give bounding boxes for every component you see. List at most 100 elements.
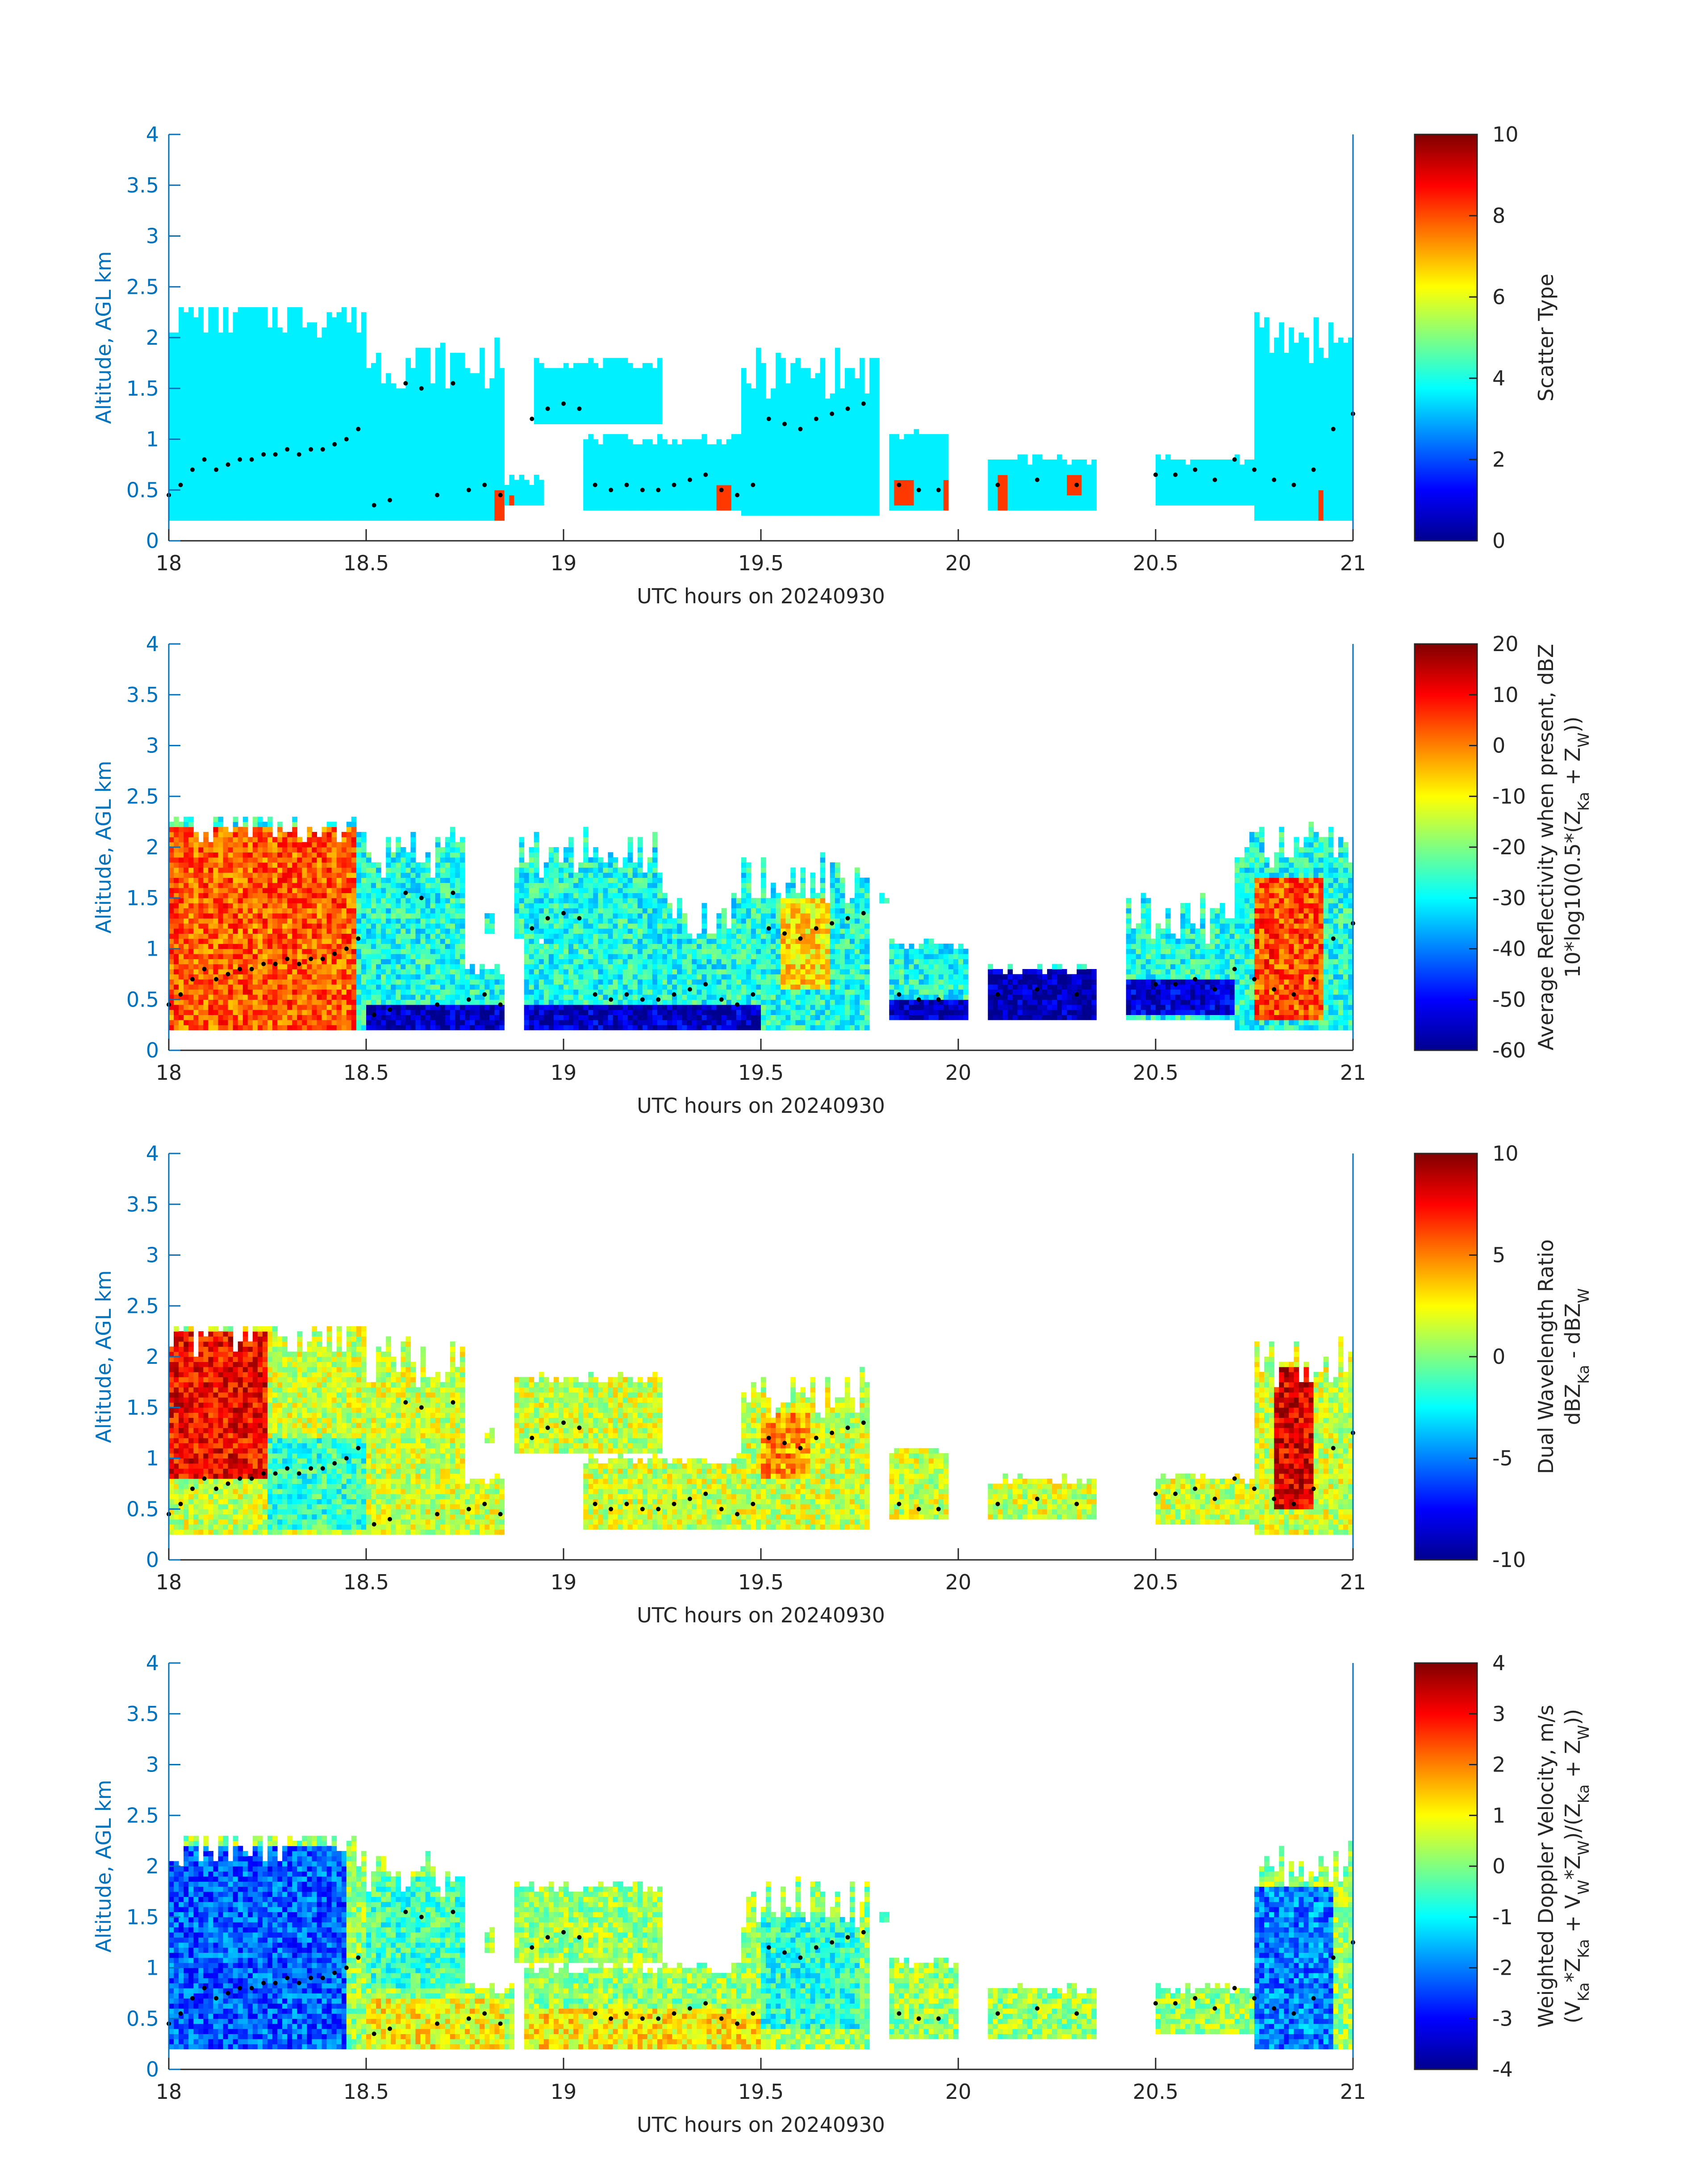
heatmap-cell	[326, 363, 332, 368]
heatmap-cell	[573, 419, 579, 424]
heatmap-cell	[647, 454, 653, 460]
heatmap-cell	[193, 353, 199, 359]
heatmap-cell	[277, 475, 283, 481]
heatmap-cell	[415, 460, 421, 465]
heatmap-cell	[188, 353, 194, 359]
heatmap-cell	[1091, 500, 1097, 506]
heatmap-cell	[1289, 515, 1294, 521]
heatmap-cell	[346, 368, 352, 374]
heatmap-cell	[860, 480, 865, 485]
heatmap-cell	[721, 495, 727, 501]
heatmap-cell	[1269, 485, 1274, 490]
heatmap-cell	[420, 515, 426, 521]
heatmap-cell	[543, 398, 549, 404]
heatmap-cell	[459, 358, 465, 364]
heatmap-cell	[711, 460, 717, 465]
heatmap-cell	[632, 505, 638, 511]
heatmap-cell	[781, 429, 786, 435]
heatmap-cell	[218, 373, 224, 379]
heatmap-cell	[262, 464, 268, 470]
heatmap-cell	[830, 490, 835, 496]
heatmap-cell	[228, 505, 234, 511]
heatmap-cell	[247, 454, 253, 460]
heatmap-cell	[1269, 505, 1274, 511]
heatmap-cell	[174, 505, 179, 511]
heatmap-cell	[430, 515, 436, 521]
heatmap-cell	[174, 378, 179, 384]
heatmap-cell	[356, 434, 362, 440]
heatmap-cell	[174, 510, 179, 516]
heatmap-cell	[346, 378, 352, 384]
heatmap-cell	[1170, 475, 1176, 481]
heatmap-cell	[593, 368, 598, 374]
heatmap-cell	[864, 495, 870, 501]
heatmap-cell	[874, 495, 880, 501]
heatmap-cell	[860, 429, 865, 435]
heatmap-cell	[1027, 500, 1033, 506]
heatmap-cell	[1264, 490, 1270, 496]
heatmap-cell	[1259, 505, 1265, 511]
heatmap-cell	[317, 449, 322, 455]
heatmap-cell	[425, 378, 431, 384]
heatmap-cell	[1047, 495, 1052, 501]
heatmap-cell	[410, 444, 416, 450]
heatmap-cell	[820, 424, 826, 430]
heatmap-cell	[1229, 485, 1235, 490]
heatmap-cell	[193, 327, 199, 333]
heatmap-cell	[184, 409, 189, 414]
heatmap-cell	[287, 409, 292, 414]
heatmap-cell	[529, 500, 535, 506]
heatmap-cell	[825, 510, 831, 516]
heatmap-cell	[420, 464, 426, 470]
heatmap-cell	[548, 393, 554, 399]
heatmap-cell	[307, 373, 312, 379]
heatmap-cell	[894, 485, 899, 490]
heatmap-cell	[188, 378, 194, 384]
heatmap-cell	[203, 454, 209, 460]
heatmap-cell	[494, 510, 500, 516]
heatmap-cell	[825, 434, 831, 440]
heatmap-cell	[835, 505, 840, 511]
heatmap-cell	[800, 409, 806, 414]
heatmap-cell	[598, 485, 603, 490]
heatmap-cell	[776, 388, 781, 394]
heatmap-cell	[1012, 480, 1018, 485]
heatmap-cell	[702, 444, 707, 450]
heatmap-cell	[322, 434, 327, 440]
heatmap-cell	[208, 449, 213, 455]
heatmap-cell	[292, 358, 297, 364]
heatmap-cell	[297, 510, 302, 516]
heatmap-cell	[188, 469, 194, 475]
heatmap-cell	[711, 490, 717, 496]
heatmap-cell	[647, 444, 653, 450]
heatmap-cell	[480, 454, 485, 460]
heatmap-cell	[781, 409, 786, 414]
heatmap-cell	[810, 388, 816, 394]
heatmap-cell	[193, 403, 199, 409]
heatmap-cell	[1037, 454, 1043, 460]
heatmap-cell	[869, 475, 875, 481]
heatmap-cell	[420, 469, 426, 475]
heatmap-cell	[583, 454, 589, 460]
heatmap-cell	[213, 449, 218, 455]
heatmap-cell	[257, 312, 263, 318]
heatmap-cell	[450, 429, 455, 435]
heatmap-cell	[933, 485, 939, 490]
heatmap-cell	[1234, 495, 1240, 501]
heatmap-cell	[810, 475, 816, 481]
heatmap-cell	[618, 460, 623, 465]
heatmap-cell	[869, 510, 875, 516]
heatmap-cell	[218, 434, 224, 440]
heatmap-cell	[909, 485, 915, 490]
heatmap-cell	[1022, 480, 1028, 485]
heatmap-cell	[322, 393, 327, 399]
heatmap-cell	[622, 469, 628, 475]
heatmap-cell	[603, 449, 608, 455]
heatmap-cell	[771, 393, 776, 399]
heatmap-cell	[386, 439, 391, 445]
heatmap-cell	[637, 490, 643, 496]
heatmap-cell	[618, 373, 623, 379]
heatmap-cell	[242, 322, 248, 328]
heatmap-cell	[835, 439, 840, 445]
heatmap-cell	[795, 434, 801, 440]
